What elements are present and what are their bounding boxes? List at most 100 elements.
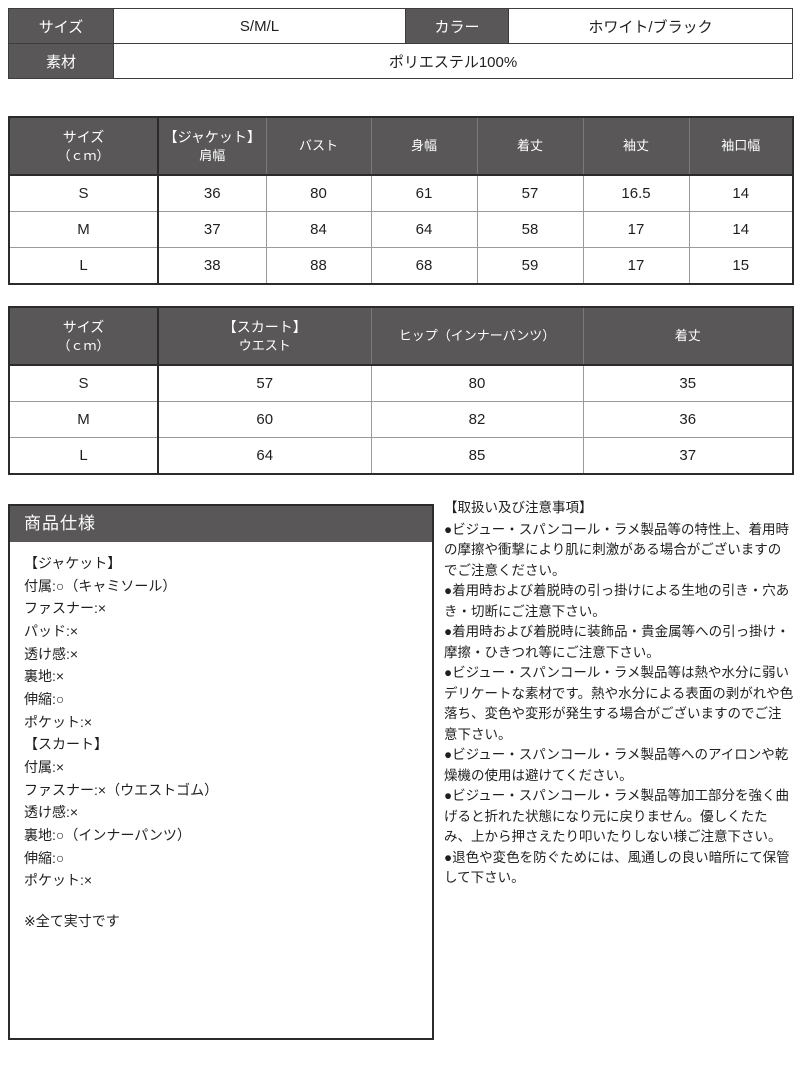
spec-line: 【ジャケット】 bbox=[24, 555, 122, 571]
care-item: ●退色や変色を防ぐためには、風通しの良い暗所にて保管して下さい。 bbox=[444, 849, 790, 886]
cell-value: 35 bbox=[582, 364, 794, 402]
spec-line: 伸縮:○ bbox=[24, 691, 65, 708]
cell-value: 14 bbox=[688, 174, 794, 212]
table-header-row: サイズ （ｃｍ） 【スカート】 ウエスト ヒップ（インナーパンツ） 着丈 bbox=[8, 306, 794, 366]
spec-panel-title: 商品仕様 bbox=[10, 506, 432, 542]
care-item: ●ビジュー・スパンコール・ラメ製品等へのアイロンや乾燥機の使用は避けてください。 bbox=[444, 747, 789, 783]
cell-value: 36 bbox=[157, 174, 267, 212]
cell-value: 38 bbox=[157, 247, 267, 285]
header-length-sub: 着丈 bbox=[674, 328, 701, 344]
header-length-sub: 着丈 bbox=[516, 138, 543, 154]
cell-value: 57 bbox=[476, 174, 584, 212]
spec-panel-body: 【ジャケット】 付属:○（キャミソール） ファスナー:× パッド:× 透け感:×… bbox=[10, 542, 432, 933]
cell-value: 14 bbox=[688, 211, 794, 248]
table-header-row: サイズ （ｃｍ） 【ジャケット】 肩幅 バスト 身幅 着丈 袖丈 bbox=[8, 116, 794, 176]
cell-value: 37 bbox=[582, 437, 794, 475]
color-value-cell: ホワイト/ブラック bbox=[508, 8, 793, 44]
header-size-main: サイズ bbox=[62, 128, 105, 145]
header-cuff-width: 袖口幅 bbox=[688, 116, 794, 176]
cell-size: M bbox=[8, 401, 159, 438]
header-size: サイズ （ｃｍ） bbox=[8, 306, 159, 366]
header-bust-sub: バスト bbox=[298, 138, 338, 154]
cell-value: 88 bbox=[265, 247, 372, 285]
header-length: 着丈 bbox=[582, 306, 794, 366]
header-sleeve-length: 袖丈 bbox=[582, 116, 690, 176]
spec-line: ポケット:× bbox=[24, 713, 93, 730]
cell-value: 58 bbox=[476, 211, 584, 248]
spec-line: 裏地:× bbox=[24, 668, 65, 685]
header-shoulder-main: 【ジャケット】 bbox=[163, 128, 261, 145]
table-row: サイズ S/M/L カラー ホワイト/ブラック bbox=[8, 8, 793, 44]
table-row: 素材 ポリエステル100% bbox=[8, 43, 793, 79]
cell-value: 64 bbox=[157, 437, 372, 475]
header-size: サイズ （ｃｍ） bbox=[8, 116, 159, 176]
size-label-cell: サイズ bbox=[8, 8, 114, 44]
header-waist-main: 【スカート】 bbox=[222, 318, 307, 335]
header-hip: ヒップ（インナーパンツ） bbox=[370, 306, 584, 366]
basic-spec-table: サイズ S/M/L カラー ホワイト/ブラック 素材 ポリエステル100% bbox=[8, 8, 793, 79]
table-row: S 57 80 35 bbox=[8, 364, 794, 402]
cell-value: 80 bbox=[265, 174, 372, 212]
cell-value: 82 bbox=[370, 401, 584, 438]
size-value-cell: S/M/L bbox=[113, 8, 406, 44]
spacer bbox=[24, 892, 418, 910]
spec-footnote: ※全て実寸です bbox=[24, 913, 120, 930]
care-item: ●ビジュー・スパンコール・ラメ製品等は熱や水分に弱いデリケートな素材です。熱や水… bbox=[444, 665, 794, 742]
header-length: 着丈 bbox=[476, 116, 584, 176]
spec-line: 付属:× bbox=[24, 759, 65, 776]
cell-value: 57 bbox=[157, 364, 372, 402]
cell-value: 84 bbox=[265, 211, 372, 248]
cell-value: 80 bbox=[370, 364, 584, 402]
cell-value: 60 bbox=[157, 401, 372, 438]
header-body-width: 身幅 bbox=[370, 116, 478, 176]
table-row: M 37 84 64 58 17 14 bbox=[8, 211, 794, 248]
cell-value: 61 bbox=[370, 174, 478, 212]
spec-line: 透け感:× bbox=[24, 804, 79, 821]
care-item: ●ビジュー・スパンコール・ラメ製品等の特性上、着用時の摩擦や衝撃により肌に刺激が… bbox=[444, 521, 789, 578]
header-cuff-width-sub: 袖口幅 bbox=[721, 138, 761, 154]
cell-value: 68 bbox=[370, 247, 478, 285]
header-bust: バスト bbox=[265, 116, 372, 176]
care-item: ●着用時および着脱時に装飾品・貴金属等への引っ掛け・摩擦・ひきつれ等にご注意下さ… bbox=[444, 624, 790, 660]
table-row: S 36 80 61 57 16.5 14 bbox=[8, 174, 794, 212]
header-waist: 【スカート】 ウエスト bbox=[157, 306, 372, 366]
cell-value: 17 bbox=[582, 247, 690, 285]
color-label-cell: カラー bbox=[405, 8, 509, 44]
cell-size: S bbox=[8, 174, 159, 212]
skirt-measurement-table: サイズ （ｃｍ） 【スカート】 ウエスト ヒップ（インナーパンツ） 着丈 S 5… bbox=[8, 306, 794, 475]
care-item: ●着用時および着脱時の引っ掛けによる生地の引き・穴あき・切断にご注意下さい。 bbox=[444, 583, 790, 619]
care-panel-title: 【取扱い及び注意事項】 bbox=[444, 500, 593, 515]
header-shoulder: 【ジャケット】 肩幅 bbox=[157, 116, 267, 176]
header-waist-sub: ウエスト bbox=[238, 337, 291, 353]
spec-line: ファスナー:×（ウエストゴム） bbox=[24, 781, 219, 798]
jacket-measurement-table: サイズ （ｃｍ） 【ジャケット】 肩幅 バスト 身幅 着丈 袖丈 bbox=[8, 116, 794, 285]
header-shoulder-sub: 肩幅 bbox=[199, 147, 226, 163]
cell-value: 17 bbox=[582, 211, 690, 248]
care-instructions-panel: 【取扱い及び注意事項】 ●ビジュー・スパンコール・ラメ製品等の特性上、着用時の摩… bbox=[444, 498, 794, 889]
cell-value: 15 bbox=[688, 247, 794, 285]
cell-size: L bbox=[8, 247, 159, 285]
spec-line: ファスナー:× bbox=[24, 600, 107, 617]
cell-size: M bbox=[8, 211, 159, 248]
spec-line: 付属:○（キャミソール） bbox=[24, 577, 177, 594]
cell-size: L bbox=[8, 437, 159, 475]
spec-line: 裏地:○（インナーパンツ） bbox=[24, 827, 191, 844]
spec-line: 【スカート】 bbox=[24, 736, 108, 753]
header-hip-sub: ヒップ（インナーパンツ） bbox=[398, 328, 556, 344]
header-size-main: サイズ bbox=[62, 318, 105, 335]
product-spec-panel: 商品仕様 【ジャケット】 付属:○（キャミソール） ファスナー:× パッド:× … bbox=[8, 504, 434, 1040]
spec-line: ポケット:× bbox=[24, 872, 93, 889]
material-label-cell: 素材 bbox=[8, 43, 114, 79]
material-value-cell: ポリエステル100% bbox=[113, 43, 793, 79]
cell-value: 59 bbox=[476, 247, 584, 285]
cell-value: 64 bbox=[370, 211, 478, 248]
spec-line: パッド:× bbox=[24, 623, 79, 640]
care-item: ●ビジュー・スパンコール・ラメ製品等加工部分を強く曲げると折れた状態になり元に戻… bbox=[444, 788, 789, 845]
header-size-sub: （ｃｍ） bbox=[57, 147, 110, 163]
table-row: L 38 88 68 59 17 15 bbox=[8, 247, 794, 285]
cell-size: S bbox=[8, 364, 159, 402]
cell-value: 16.5 bbox=[582, 174, 690, 212]
table-row: L 64 85 37 bbox=[8, 437, 794, 475]
cell-value: 85 bbox=[370, 437, 584, 475]
header-body-width-sub: 身幅 bbox=[410, 138, 437, 154]
